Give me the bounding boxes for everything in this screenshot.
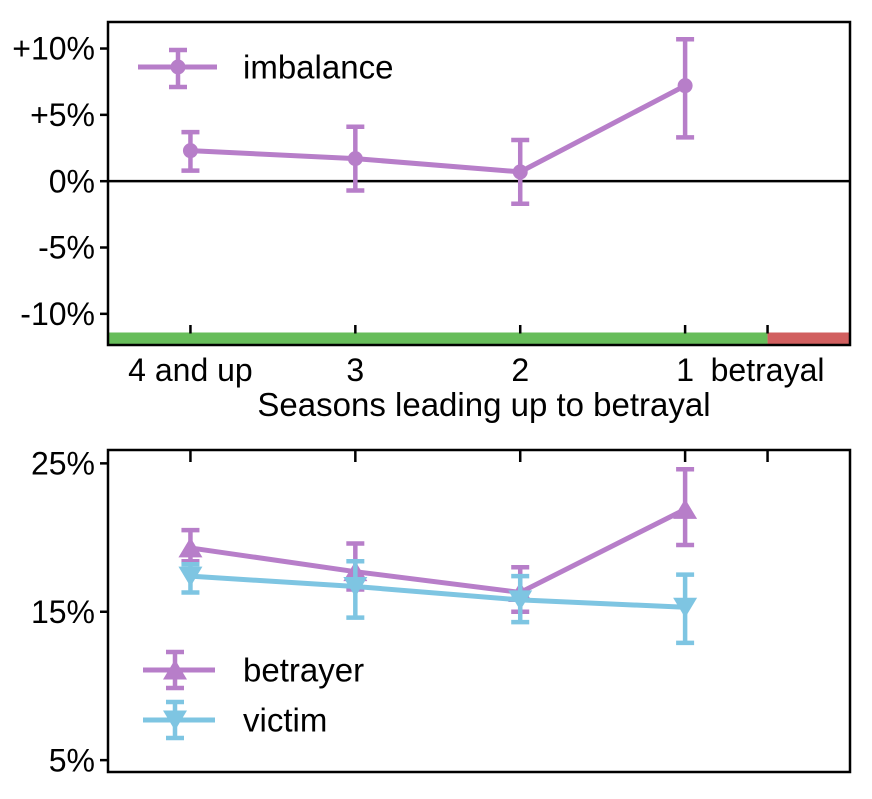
series-line-imbalance xyxy=(190,83,687,175)
x-tick-label: 3 xyxy=(346,352,364,388)
marker-circle xyxy=(677,78,693,94)
y-tick-label: -10% xyxy=(20,296,95,332)
x-axis-title: Seasons leading up to betrayal xyxy=(257,386,710,423)
marker-circle xyxy=(512,164,528,180)
y-tick-label: 25% xyxy=(31,446,95,482)
legend-label: betrayer xyxy=(243,652,364,689)
timeline-span-friendship-period xyxy=(108,332,768,344)
marker-triangle-down xyxy=(343,577,368,598)
marker-triangle-down xyxy=(178,566,203,587)
legend-marker-triangle-down xyxy=(163,710,187,731)
y-tick-label: 0% xyxy=(49,163,95,199)
x-tick-label: 1 xyxy=(676,352,694,388)
legend-label: imbalance xyxy=(243,49,393,86)
marker-triangle-down xyxy=(508,590,533,611)
y-tick-label: +5% xyxy=(30,97,95,133)
x-tick-label: 2 xyxy=(511,352,529,388)
y-tick-label: -5% xyxy=(38,230,95,266)
marker-circle xyxy=(182,143,198,159)
series-line-victim xyxy=(190,573,686,610)
series-line-betrayer xyxy=(190,507,687,595)
marker-triangle-down xyxy=(673,597,698,618)
betrayer-victim-chart: 25% 15% 5% betrayer victim xyxy=(31,446,852,778)
y-tick-label: +10% xyxy=(12,31,95,67)
y-tick-label: 15% xyxy=(31,594,95,630)
x-tick-label: betrayal xyxy=(711,352,825,388)
marker-triangle-up xyxy=(178,537,203,558)
x-tick-label: 4 and up xyxy=(128,352,253,388)
legend-marker-circle xyxy=(170,59,186,75)
marker-circle xyxy=(347,151,363,167)
plot-frame xyxy=(106,448,852,774)
legend-label: victim xyxy=(243,702,327,739)
timeline-span-betrayal-period xyxy=(767,332,850,344)
plot-frame xyxy=(106,20,852,347)
imbalance-chart: +10% +5% 0% -5% -10% 4 and up 3 2 1 betrayalSeaso… xyxy=(12,20,852,423)
marker-triangle-up xyxy=(673,498,698,519)
legend-marker-triangle-up xyxy=(163,659,187,680)
y-tick-label: 5% xyxy=(49,742,95,778)
